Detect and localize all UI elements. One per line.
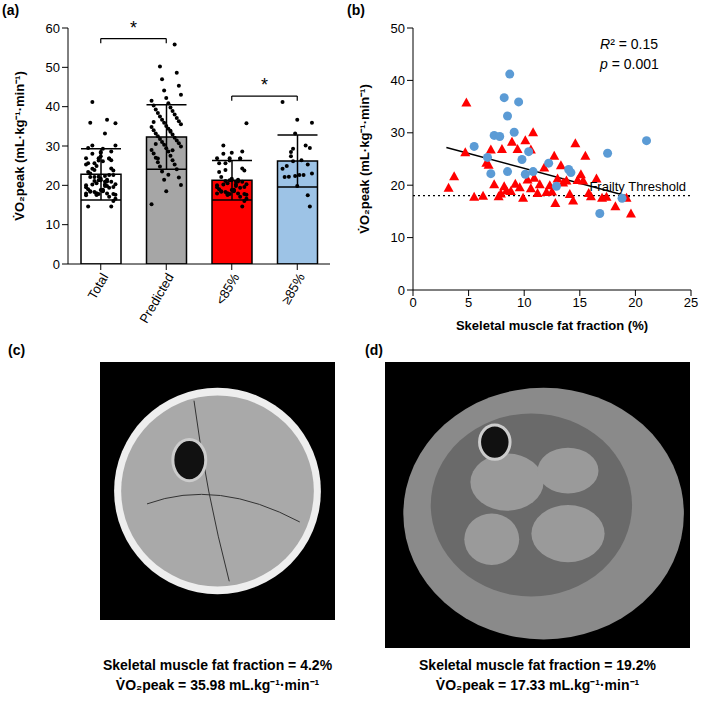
svg-text:40: 40 [391, 73, 405, 88]
html-text:V̇O₂peak = 17.33 mL.kg⁻¹·min⁻¹: V̇O₂peak = 17.33 mL.kg⁻¹·min⁻¹ [435, 677, 640, 693]
svg-text:≥85%: ≥85% [278, 270, 308, 307]
svg-text:20: 20 [391, 178, 405, 193]
svg-text:25: 25 [684, 295, 698, 310]
svg-text:Predicted: Predicted [136, 271, 176, 326]
svg-text:50: 50 [391, 21, 405, 36]
svg-text:Frailty Threshold: Frailty Threshold [589, 179, 686, 194]
svg-text:60: 60 [46, 21, 60, 36]
svg-text:10: 10 [391, 230, 405, 245]
svg-text:<85%: <85% [213, 270, 243, 307]
svg-text:*: * [261, 75, 268, 95]
svg-text:0: 0 [409, 295, 416, 310]
svg-text:0: 0 [53, 257, 60, 272]
svg-text:30: 30 [391, 125, 405, 140]
html-text:(a): (a) [2, 2, 20, 18]
svg-text:15: 15 [573, 295, 587, 310]
svg-text:40: 40 [46, 99, 60, 114]
html-text:(b): (b) [347, 2, 365, 18]
svg-text:0: 0 [398, 283, 405, 298]
svg-text:Skeletal muscle fat fraction (: Skeletal muscle fat fraction (%) [456, 318, 648, 333]
html-text:(d): (d) [365, 342, 383, 358]
html-text:Skeletal muscle fat fraction =: Skeletal muscle fat fraction = 4.2% [102, 657, 333, 673]
svg-text:V̇O₂peak (mL·kg⁻¹·min⁻¹): V̇O₂peak (mL·kg⁻¹·min⁻¹) [357, 84, 372, 234]
svg-text:20: 20 [46, 178, 60, 193]
html-text:R ² = 0.15: R ² = 0.15 [600, 36, 658, 52]
svg-text:30: 30 [46, 139, 60, 154]
html-text:V̇O₂peak = 35.98 mL.kg⁻¹·min⁻¹: V̇O₂peak = 35.98 mL.kg⁻¹·min⁻¹ [115, 677, 320, 693]
svg-text:*: * [130, 18, 137, 38]
html-text:Skeletal muscle fat fraction =: Skeletal muscle fat fraction = 19.2% [419, 657, 656, 673]
svg-text:10: 10 [517, 295, 531, 310]
svg-text:50: 50 [46, 60, 60, 75]
svg-text:V̇O₂peak (mL·kg⁻¹·min⁻¹): V̇O₂peak (mL·kg⁻¹·min⁻¹) [12, 71, 27, 221]
html-text:(c): (c) [8, 342, 26, 358]
svg-text:Total: Total [85, 271, 112, 302]
html-text:p = 0.001: p = 0.001 [600, 56, 659, 72]
svg-text:5: 5 [465, 295, 472, 310]
svg-text:20: 20 [628, 295, 642, 310]
svg-text:10: 10 [46, 217, 60, 232]
